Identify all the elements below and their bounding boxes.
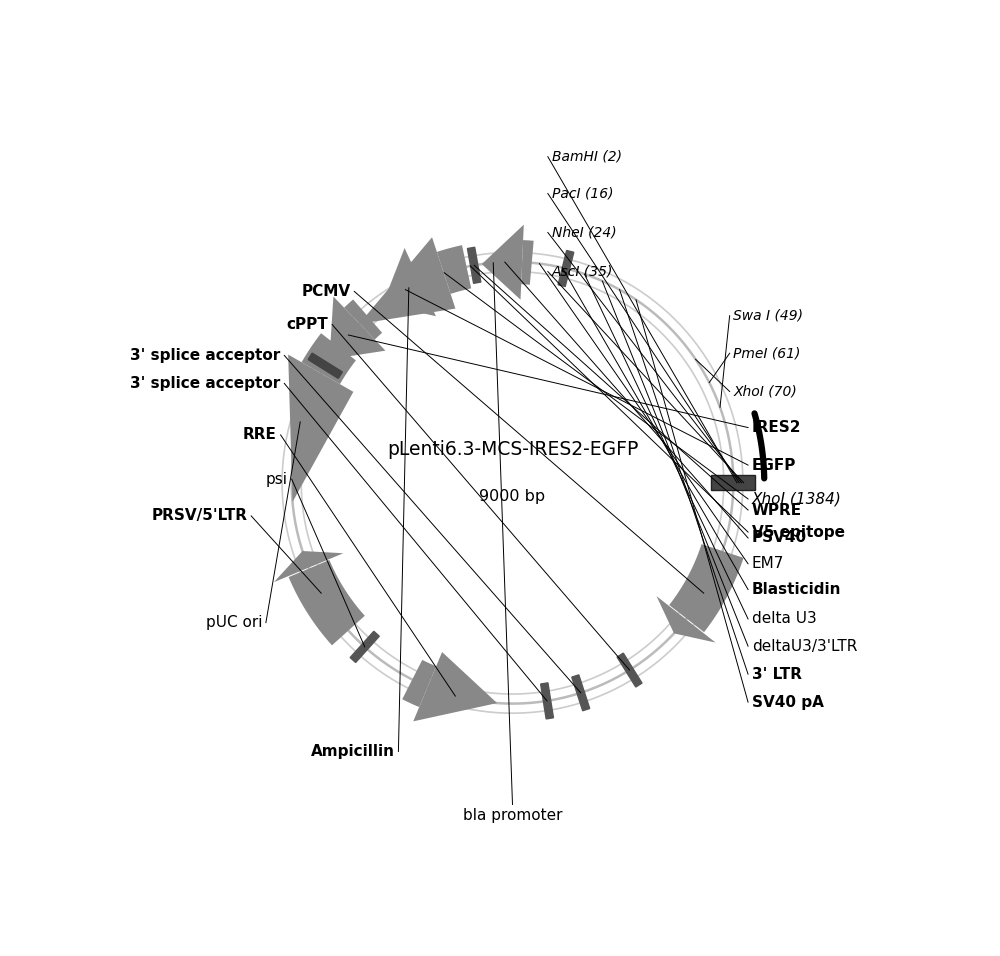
Text: deltaU3/3'LTR: deltaU3/3'LTR	[752, 639, 857, 654]
Text: SV40 pA: SV40 pA	[752, 695, 824, 709]
Polygon shape	[617, 653, 642, 687]
Text: XhoI (70): XhoI (70)	[733, 384, 797, 399]
Polygon shape	[521, 240, 534, 285]
Text: psi: psi	[266, 471, 288, 487]
Polygon shape	[288, 355, 353, 502]
Polygon shape	[274, 551, 343, 582]
Text: PCMV: PCMV	[301, 284, 351, 299]
Polygon shape	[482, 225, 524, 299]
Text: Swa I (49): Swa I (49)	[733, 309, 803, 323]
Text: PacI (16): PacI (16)	[552, 186, 613, 201]
Text: V5 epitope: V5 epitope	[752, 525, 845, 539]
Text: PRSV/5'LTR: PRSV/5'LTR	[151, 509, 247, 523]
Polygon shape	[329, 296, 385, 359]
Polygon shape	[413, 652, 497, 722]
Text: cPPT: cPPT	[287, 317, 328, 332]
Text: 9000 bp: 9000 bp	[479, 489, 546, 504]
Polygon shape	[711, 475, 755, 490]
Polygon shape	[308, 354, 342, 379]
Text: PSV40: PSV40	[752, 531, 807, 546]
Polygon shape	[289, 560, 365, 645]
Polygon shape	[657, 597, 716, 642]
Polygon shape	[350, 631, 379, 663]
Polygon shape	[437, 245, 471, 293]
Text: Ampicillin: Ampicillin	[311, 744, 395, 759]
Text: BamHI (2): BamHI (2)	[552, 150, 622, 163]
Text: bla promoter: bla promoter	[463, 808, 562, 823]
Polygon shape	[467, 248, 481, 283]
Text: Blasticidin: Blasticidin	[752, 582, 841, 597]
Polygon shape	[558, 250, 574, 287]
Polygon shape	[669, 544, 744, 632]
Text: pLenti6.3-MCS-IRES2-EGFP: pLenti6.3-MCS-IRES2-EGFP	[387, 440, 638, 459]
Polygon shape	[411, 257, 438, 302]
Polygon shape	[541, 683, 553, 719]
Text: XhoI (1384): XhoI (1384)	[752, 491, 842, 507]
Text: AscI (35): AscI (35)	[552, 265, 613, 278]
Text: EGFP: EGFP	[752, 458, 796, 472]
Text: 3' splice acceptor: 3' splice acceptor	[130, 348, 281, 363]
Text: NheI (24): NheI (24)	[552, 226, 616, 240]
Polygon shape	[308, 354, 342, 379]
Polygon shape	[302, 334, 356, 384]
Polygon shape	[344, 299, 382, 339]
Polygon shape	[572, 675, 590, 710]
Text: RRE: RRE	[243, 427, 277, 443]
Text: IRES2: IRES2	[752, 420, 801, 435]
Polygon shape	[402, 660, 436, 707]
Polygon shape	[383, 248, 436, 316]
Text: 3' LTR: 3' LTR	[752, 666, 802, 682]
Text: pUC ori: pUC ori	[206, 615, 262, 630]
Text: EM7: EM7	[752, 556, 784, 572]
Text: delta U3: delta U3	[752, 612, 816, 626]
Text: 3' splice acceptor: 3' splice acceptor	[130, 376, 281, 391]
Polygon shape	[359, 237, 455, 324]
Text: WPRE: WPRE	[752, 503, 802, 517]
Text: PmeI (61): PmeI (61)	[733, 346, 801, 360]
